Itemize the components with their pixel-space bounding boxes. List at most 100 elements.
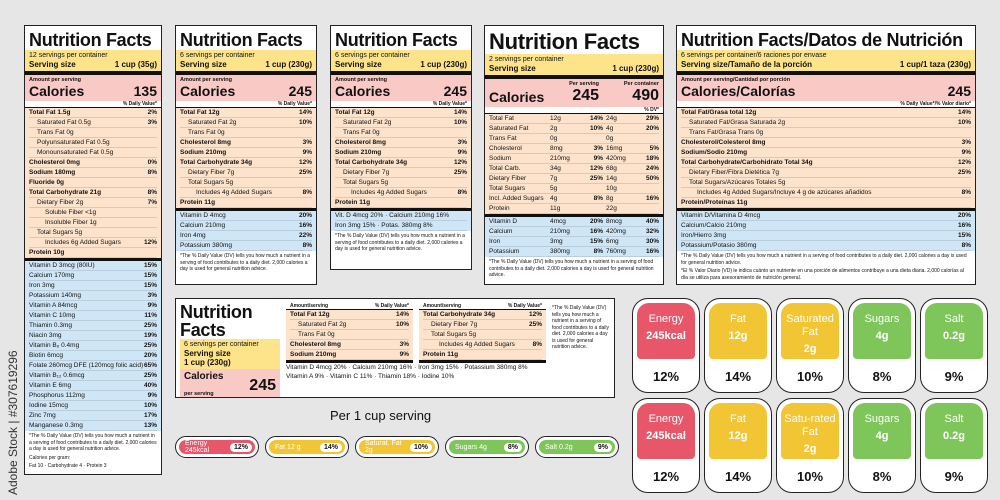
tile-percent: 12%	[652, 369, 680, 384]
pill-percent: 12%	[229, 442, 252, 452]
nutrient-row: Saturated Fat 2g 10%	[290, 320, 409, 330]
label-right-panel: Amount/serving % Daily Value* Total Fat 1…	[286, 303, 610, 393]
calories-label: Calories/Calorías	[681, 83, 796, 99]
nutrient-cell	[581, 134, 603, 143]
footnote: *The % Daily Value (DV) tells you how mu…	[29, 433, 157, 452]
nutrient-tile: Salt 0.2g 9%	[920, 298, 988, 393]
serving-size-value: 1 cup (230g)	[420, 60, 467, 69]
nutrient-dv: 0%	[147, 159, 157, 166]
calories-per-gram-label: Calories per gram:	[29, 454, 71, 461]
nutrient-row: Potassium 380mg 8% 760mg 16%	[489, 247, 659, 257]
nutrient-cell: 15%	[589, 238, 603, 245]
nutrient-name: Sodium/Sodio 210mg	[681, 149, 748, 156]
nutrient-dv: 7%	[147, 199, 157, 206]
calories-block: Amount per serving Calories 245	[331, 71, 471, 101]
tile-percent: 10%	[796, 369, 824, 384]
tile-amount: 0.2g	[942, 330, 965, 342]
servings-text: 6 servings per container/6 raciones por …	[681, 52, 827, 59]
nutrient-rows-b: Total Carbohydrate 34g 12% Dietary Fiber 7…	[419, 310, 546, 363]
pill-body: Fat 12 g 14%	[269, 440, 345, 454]
nutrient-cell: 12g	[550, 115, 561, 122]
footnote: *The % Daily Value (DV) tells you how mu…	[552, 305, 609, 350]
nutrition-label-horizontal: Nutrition Facts 6 servings per container…	[175, 298, 615, 398]
nutrient-row: Trans Fat 0g 0g	[489, 134, 659, 144]
nutrient-cell: Total Carb.	[489, 165, 521, 172]
nutrient-row: Cholesterol/Colesterol 8mg 3%	[681, 138, 971, 148]
nutrient-name: Saturated Fat 2g	[343, 119, 392, 126]
nutrient-name: Monounsaturated Fat 0.5g	[37, 149, 114, 156]
nutrient-row: Total Fat/Grasa total 12g 14%	[681, 108, 971, 118]
serving-size-value: 1 cup (230g)	[612, 64, 659, 73]
nutrient-row: Vitamin D 4mcg 20% 8mcg 40%	[489, 217, 659, 227]
nutrient-name: Total Carbohydrate 34g	[180, 159, 253, 166]
nutrient-name: Total Sugars/Azúcares Totales 5g	[689, 179, 786, 186]
nutrient-row: Niacin 3mg 19%	[29, 331, 157, 341]
nutrient-dv: 8%	[961, 242, 971, 249]
calories-value: 135	[133, 83, 157, 99]
dv-header: % Daily Value*/% Valor diario*	[677, 101, 975, 108]
label-left-panel: Nutrition Facts 6 servings per container…	[180, 303, 280, 397]
nutrient-dv: 3%	[147, 292, 157, 299]
nutrient-cell: 40%	[645, 218, 659, 225]
nutrient-name: Sodium 210mg	[290, 351, 337, 358]
nutrient-row: Vitamin A 84mcg 9%	[29, 301, 157, 311]
nutrient-row: Total Fat 1.5g 2%	[29, 108, 157, 118]
nutrient-row: Total Sugars 5g	[180, 178, 312, 188]
tile-nutrient: Satu-rated Fat	[784, 413, 836, 438]
nutrient-row: Dietary Fiber/Fibra Dietética 7g 25%	[681, 168, 971, 178]
nutrient-row: Total Fat 12g 14% 24g 29%	[489, 114, 659, 124]
nutrient-dv: 9%	[961, 149, 971, 156]
nutrient-name: Protein/Proteínas 11g	[681, 199, 748, 206]
nutrient-dv: 9%	[147, 392, 157, 399]
vitamin-row: Vit. D 4mcg 20% · Calcium 210mg 16%	[335, 211, 467, 221]
nutrient-row: Total Carb. 34g 12% 68g 24%	[489, 164, 659, 174]
nutrient-cell: 3mg	[550, 238, 563, 245]
calories-per-serving: 245	[572, 87, 600, 104]
nutrient-row: Insoluble Fiber 1g	[29, 218, 157, 228]
nutrient-dv: 14%	[395, 311, 409, 318]
tile-header: Fat 12g	[709, 403, 767, 459]
per-serving-label: per serving	[184, 391, 214, 397]
nutrient-row: Iodine 15mcg 10%	[29, 401, 157, 411]
nutrient-cell: 24%	[645, 165, 659, 172]
nutrient-name: Vitamin A 84mcg	[29, 302, 78, 309]
nutrient-row: Calcium 210mg 16%	[180, 221, 312, 231]
per-container-label: Per container	[623, 81, 659, 87]
nutrient-row: Calcium/Calcio 210mg 16%	[681, 221, 971, 231]
nutrient-name: Polyunsaturated Fat 0.5g	[37, 139, 110, 146]
nutrient-row: Dietary Fiber 7g 25%	[335, 168, 467, 178]
nutrient-dv: 3%	[302, 139, 312, 146]
nutrient-cell: 50%	[645, 175, 659, 182]
nutrient-row: Protein 11g	[423, 350, 542, 360]
vitamin-row: Iron 3mg 15% · Potas. 380mg 8%	[335, 221, 467, 231]
nutrient-name: Calcium 170mg	[29, 272, 75, 279]
pill-percent: 10%	[409, 442, 432, 452]
amount-label: Amount per serving	[335, 77, 387, 83]
nutrient-cell: 2g	[550, 125, 558, 132]
tile-amount: 12g	[728, 430, 748, 442]
nutrient-name: Includes 4g Added Sugars/Incluye 4 g de …	[697, 189, 872, 196]
nutrient-row: Trans Fat 0g	[335, 128, 467, 138]
calories-value: 245	[288, 83, 312, 99]
nutrient-name: Protein 11g	[180, 199, 216, 206]
nutrient-name: Total Carbohydrate 34g	[335, 159, 408, 166]
nutrient-name: Sodium 180mg	[29, 169, 76, 176]
pill-percent: 9%	[593, 442, 612, 452]
tile-percent: 14%	[724, 469, 752, 484]
nutrient-row: Saturated Fat/Grasa Saturada 2g 10%	[681, 118, 971, 128]
nutrient-cell: 10g	[606, 185, 617, 192]
nutrient-dv: 20%	[957, 212, 971, 219]
nutrient-row: Biotin 6mcg 20%	[29, 351, 157, 361]
serving-size-label: Serving size	[180, 60, 227, 69]
nutrient-row: Vitamin D 3mcg (80IU) 15%	[29, 261, 157, 271]
nutrient-row: Saturated Fat 2g 10%	[335, 118, 467, 128]
nutrient-row: Protein 11g 22g	[489, 204, 659, 214]
nutrient-row: Saturated Fat 0.5g 3%	[29, 118, 157, 128]
pill-percent: 8%	[503, 442, 522, 452]
tile-percent: 14%	[724, 369, 752, 384]
nutrient-name: Total Fat 1.5g	[29, 109, 71, 116]
nutrient-name: Saturated Fat 2g	[188, 119, 237, 126]
nutrient-row: Folate 260mcg DFE (120mcg folic acid) 65%	[29, 361, 157, 371]
footnote-spanish: *El % Valor Diario (VD) le indica cuánto…	[681, 268, 964, 281]
nutrient-rows: Total Fat 12g 14% Saturated Fat 2g 10% Trans…	[176, 108, 316, 211]
